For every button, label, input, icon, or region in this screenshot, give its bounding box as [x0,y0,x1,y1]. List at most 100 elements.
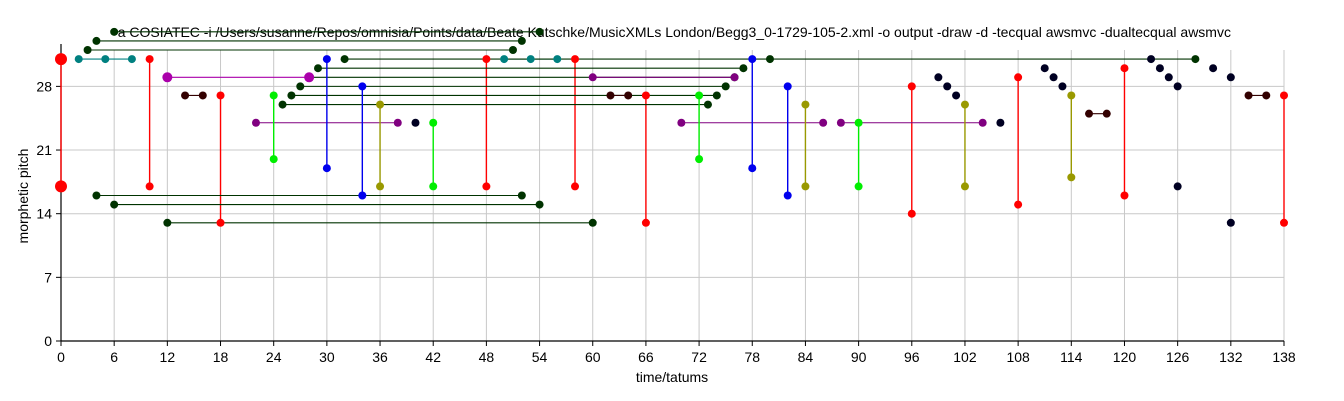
x-tick-label: 138 [1272,349,1296,365]
data-point [1040,64,1049,73]
data-point [198,91,207,100]
axis-layer: 0 6 12 18 24 30 36 42 48 54 60 66 72 78 84 90 96 102 108 11… [36,44,1296,365]
data-point [535,27,544,36]
data-point [748,164,757,173]
data-point [358,191,367,200]
y-tick-label: 7 [44,269,52,285]
data-point [55,180,67,193]
data-point [322,164,331,173]
data-point [960,182,969,191]
data-point [269,91,278,100]
data-point [376,182,385,191]
x-tick-label: 132 [1219,349,1243,365]
data-point [1014,73,1023,82]
x-tick-label: 30 [319,349,335,365]
data-point [1058,82,1067,91]
data-point [269,155,278,164]
data-point [110,27,119,36]
y-tick-label: 14 [36,206,52,222]
x-tick-label: 108 [1006,349,1030,365]
x-tick-label: 36 [372,349,388,365]
data-point [1147,55,1156,64]
data-point [508,46,517,54]
data-point [482,55,491,64]
data-point [952,91,961,100]
data-point [500,55,509,64]
x-tick-label: 126 [1166,349,1190,365]
x-tick-label: 18 [213,349,229,365]
x-tick-label: 48 [479,349,495,365]
data-point [801,100,810,109]
data-point [216,218,225,227]
x-tick-label: 96 [904,349,920,365]
y-tick-label: 21 [36,142,52,158]
data-point [943,82,952,91]
data-point [1164,73,1173,82]
y-tick-label: 0 [44,333,52,349]
x-tick-label: 72 [691,349,707,365]
data-point [978,118,987,127]
data-point [74,55,83,64]
data-point [181,91,190,100]
x-tick-label: 66 [638,349,654,365]
y-tick-label: 28 [36,78,52,94]
data-point [571,182,580,191]
data-point [712,91,721,100]
data-point [55,53,67,66]
data-point [278,100,287,109]
data-point [1173,182,1182,191]
data-point [162,72,173,83]
data-point [535,200,544,209]
data-point [606,91,615,100]
data-point [783,191,792,200]
data-point [482,182,491,191]
data-point [1085,109,1094,118]
data-point [854,182,863,191]
data-point [1209,64,1218,73]
data-point [393,118,402,127]
data-point [1049,73,1058,82]
data-point [588,73,597,82]
data-point [322,55,331,64]
data-point [429,118,438,127]
data-point [588,218,597,227]
data-point [358,82,367,91]
data-point [1067,173,1076,182]
data-point [907,209,916,218]
data-point [304,72,315,83]
data-point [739,64,748,73]
data-point [1280,218,1288,227]
data-point [934,73,943,82]
data-point [92,191,101,200]
data-point [1280,91,1288,100]
data-point [110,200,119,209]
data-point [996,118,1005,127]
data-point [296,82,305,91]
x-tick-label: 90 [851,349,867,365]
x-tick-label: 78 [744,349,760,365]
data-point [92,36,101,45]
x-tick-label: 102 [953,349,977,365]
data-point [376,100,385,109]
data-point [695,91,704,100]
data-point [960,100,969,109]
data-point [314,64,323,73]
data-point [783,82,792,91]
x-tick-label: 12 [160,349,176,365]
data-point [730,73,739,82]
data-point [145,55,154,64]
data-point [553,55,562,64]
data-point [101,55,110,64]
data-point [748,55,757,64]
data-point [721,82,730,91]
data-point [145,182,154,191]
chart-title: -a COSIATEC -i /Users/susanne/Repos/omni… [113,24,1231,40]
data-point [907,82,916,91]
data-point [801,182,810,191]
data-point [1173,82,1182,91]
data-point [1155,64,1164,73]
x-tick-label: 0 [57,349,65,365]
data-point [836,118,845,127]
